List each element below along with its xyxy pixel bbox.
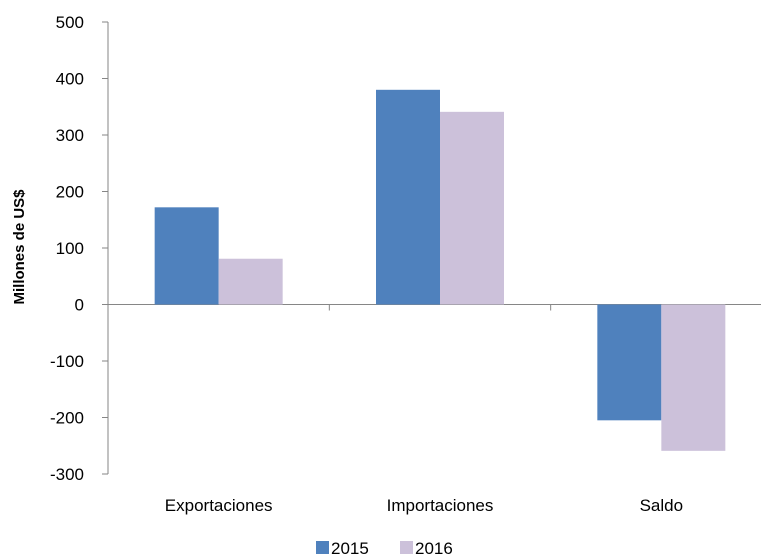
legend-swatch-2015 bbox=[316, 541, 329, 554]
y-tick-label: -300 bbox=[50, 465, 84, 484]
bar-2015-importaciones bbox=[376, 89, 440, 305]
y-axis-title: Millones de US$ bbox=[11, 189, 28, 305]
legend-label-2016: 2016 bbox=[415, 539, 453, 558]
y-tick-label: -200 bbox=[50, 409, 84, 428]
y-tick-label: 400 bbox=[56, 70, 84, 89]
y-tick-label: 100 bbox=[56, 239, 84, 258]
y-tick-label: 300 bbox=[56, 126, 84, 145]
y-tick-label: -100 bbox=[50, 352, 84, 371]
bar-2016-saldo bbox=[661, 304, 726, 451]
bar-2015-exportaciones bbox=[154, 207, 219, 305]
bar-2016-importaciones bbox=[440, 111, 504, 305]
legend-swatch-2016 bbox=[400, 541, 413, 554]
y-axis: 500 400 300 200 100 0 -100 -200 -300 bbox=[50, 13, 109, 484]
bars bbox=[154, 89, 726, 451]
legend-label-2015: 2015 bbox=[331, 539, 369, 558]
y-tick-label: 200 bbox=[56, 183, 84, 202]
category-labels: Exportaciones Importaciones Saldo bbox=[165, 496, 683, 515]
category-label: Importaciones bbox=[387, 496, 494, 515]
bar-2016-exportaciones bbox=[218, 258, 283, 305]
category-label: Saldo bbox=[640, 496, 683, 515]
category-label: Exportaciones bbox=[165, 496, 273, 515]
y-tick-label: 500 bbox=[56, 13, 84, 32]
bar-2015-saldo bbox=[597, 304, 662, 421]
y-tick-label: 0 bbox=[75, 296, 84, 315]
legend: 2015 2016 bbox=[316, 539, 453, 558]
